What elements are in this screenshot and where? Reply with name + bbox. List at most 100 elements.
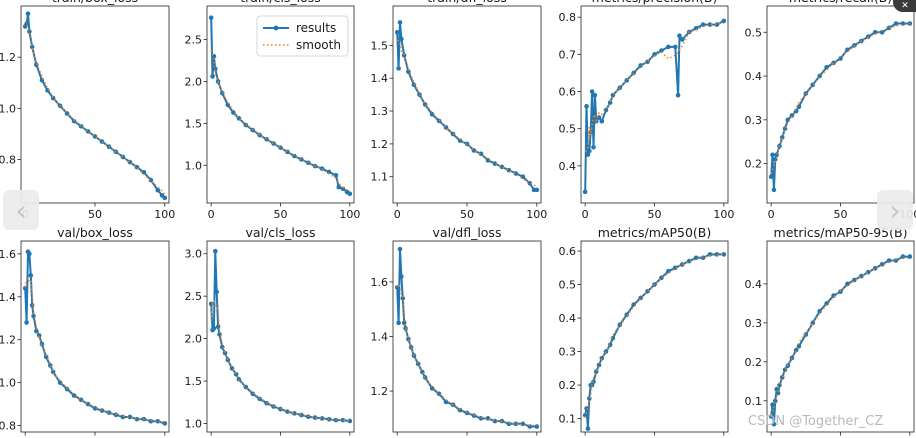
chart-title: val/dfl_loss — [433, 225, 502, 240]
x-tick-label: 50 — [648, 208, 662, 221]
close-button[interactable]: ✕ — [893, 0, 916, 12]
results-point — [257, 396, 262, 402]
y-tick-label: 1.1 — [371, 171, 389, 184]
chevron-right-icon: › — [889, 193, 901, 227]
y-tick-label: 1.2 — [371, 385, 389, 398]
results-point — [591, 379, 596, 385]
y-tick-label: 1.0 — [185, 159, 203, 172]
results-point — [264, 136, 269, 142]
x-tick-label: 100 — [713, 208, 734, 221]
results-point — [22, 285, 28, 291]
results-series-line — [396, 21, 537, 191]
results-point — [271, 141, 276, 146]
results-point — [652, 52, 657, 57]
chart-panel: metrics/precision(B) 0 50 100 0.4 0.5 0.6 0.7 0.… — [559, 0, 735, 221]
y-tick-label: 0.5 — [745, 26, 763, 39]
results-point — [596, 115, 602, 120]
axes-frame — [392, 5, 542, 204]
y-tick-label: 0.4 — [745, 278, 763, 291]
results-point — [872, 29, 878, 35]
results-point — [208, 301, 214, 307]
results-point — [845, 281, 850, 287]
results-point — [638, 63, 643, 68]
results-point — [527, 181, 533, 186]
y-tick-label: 0.4 — [559, 160, 577, 173]
results-point — [907, 21, 913, 26]
results-point — [771, 421, 777, 427]
results-point — [120, 154, 126, 160]
results-point — [422, 102, 428, 107]
y-tick-label: 0.6 — [559, 85, 577, 98]
results-point — [478, 416, 484, 421]
x-tick-label: 50 — [460, 208, 474, 221]
results-point — [443, 399, 449, 405]
results-point — [28, 273, 34, 278]
smooth-series-line — [24, 21, 166, 195]
previous-image-button[interactable]: ‹ — [3, 190, 39, 230]
results-series-line — [770, 255, 910, 426]
results-point — [520, 174, 526, 180]
x-tick-label: 100 — [526, 208, 547, 221]
results-point — [603, 349, 609, 354]
results-point — [394, 285, 400, 290]
x-tick-label: 50 — [88, 208, 102, 221]
results-point — [214, 289, 220, 295]
smooth-series-line — [396, 39, 538, 189]
next-image-button[interactable]: › — [877, 190, 913, 230]
results-point — [838, 56, 843, 61]
results-point — [24, 320, 29, 325]
results-point — [785, 117, 791, 123]
y-tick-label: 0.6 — [559, 245, 577, 258]
results-point — [333, 173, 339, 178]
y-tick-label: 0.4 — [559, 312, 577, 325]
results-point — [148, 177, 154, 183]
results-point — [824, 64, 829, 70]
results-series-line — [584, 20, 725, 192]
results-point — [831, 293, 836, 298]
chart-panel: train/dfl_loss 0 50 100 1.1 1.2 1.3 1.4 1.5 — [371, 0, 548, 221]
results-point — [155, 418, 161, 424]
legend-box — [256, 15, 349, 57]
results-point — [770, 402, 775, 408]
y-tick-label: 1.3 — [371, 105, 389, 118]
y-tick-label: 0.1 — [745, 395, 763, 408]
results-point — [803, 332, 809, 337]
chart-title: val/cls_loss — [246, 225, 316, 240]
axes-frame — [580, 240, 729, 433]
y-tick-label: 1.0 — [0, 102, 16, 115]
results-point — [25, 11, 31, 16]
smooth-series-line — [584, 253, 724, 418]
results-point — [347, 191, 353, 197]
results-series-line — [584, 253, 724, 430]
y-tick-label: 0.5 — [559, 279, 577, 292]
smooth-series-line — [396, 282, 537, 427]
results-point — [721, 18, 727, 24]
results-point — [584, 104, 589, 109]
results-point — [340, 186, 346, 192]
y-tick-label: 1.5 — [185, 375, 203, 388]
x-tick-label: 50 — [834, 208, 848, 221]
results-point — [213, 248, 218, 254]
results-point — [48, 363, 53, 368]
results-point — [57, 380, 63, 385]
chart-title: metrics/precision(B) — [592, 0, 718, 5]
results-point — [721, 252, 727, 257]
legend: results smooth — [256, 15, 349, 57]
results-series-line — [770, 22, 910, 191]
results-point — [278, 406, 283, 412]
results-point — [582, 189, 588, 195]
results-point — [817, 308, 822, 314]
results-point — [582, 412, 588, 418]
results-point — [299, 157, 304, 162]
chart-title: metrics/recall(B) — [789, 0, 892, 5]
y-tick-label: 2.0 — [185, 333, 203, 346]
results-point — [27, 251, 32, 257]
y-tick-label: 0.2 — [745, 158, 763, 171]
results-point — [99, 408, 105, 413]
results-point — [396, 320, 401, 326]
results-point — [599, 118, 605, 124]
results-point — [208, 15, 214, 21]
results-point — [907, 254, 913, 259]
y-tick-label: 0.5 — [559, 123, 577, 136]
